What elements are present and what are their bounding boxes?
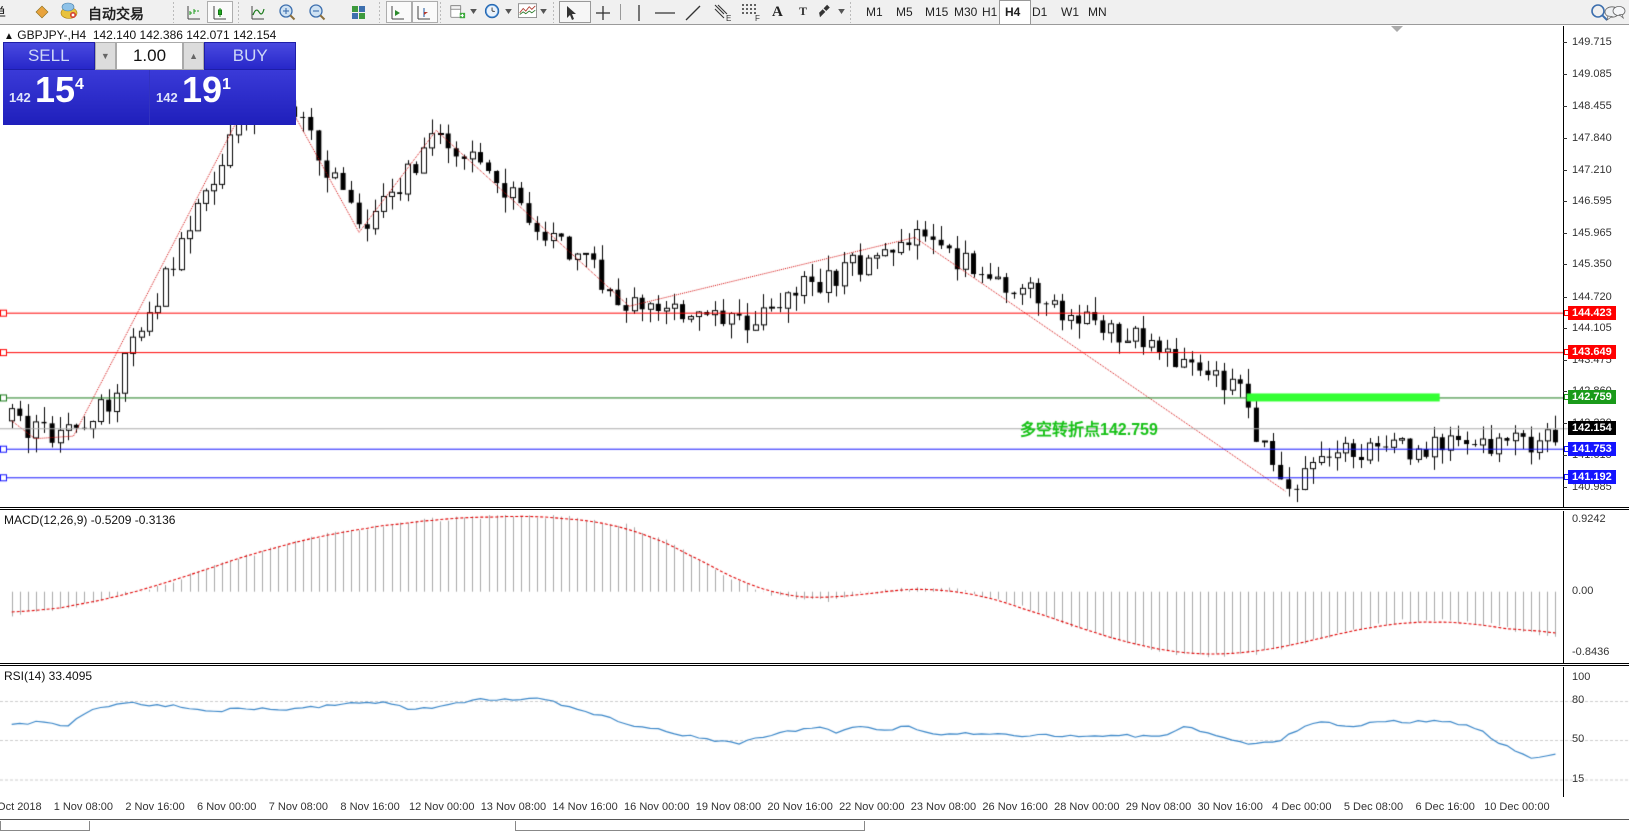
svg-text:T: T — [799, 4, 807, 18]
svg-text:E: E — [726, 14, 731, 22]
svg-text:F: F — [755, 14, 760, 22]
